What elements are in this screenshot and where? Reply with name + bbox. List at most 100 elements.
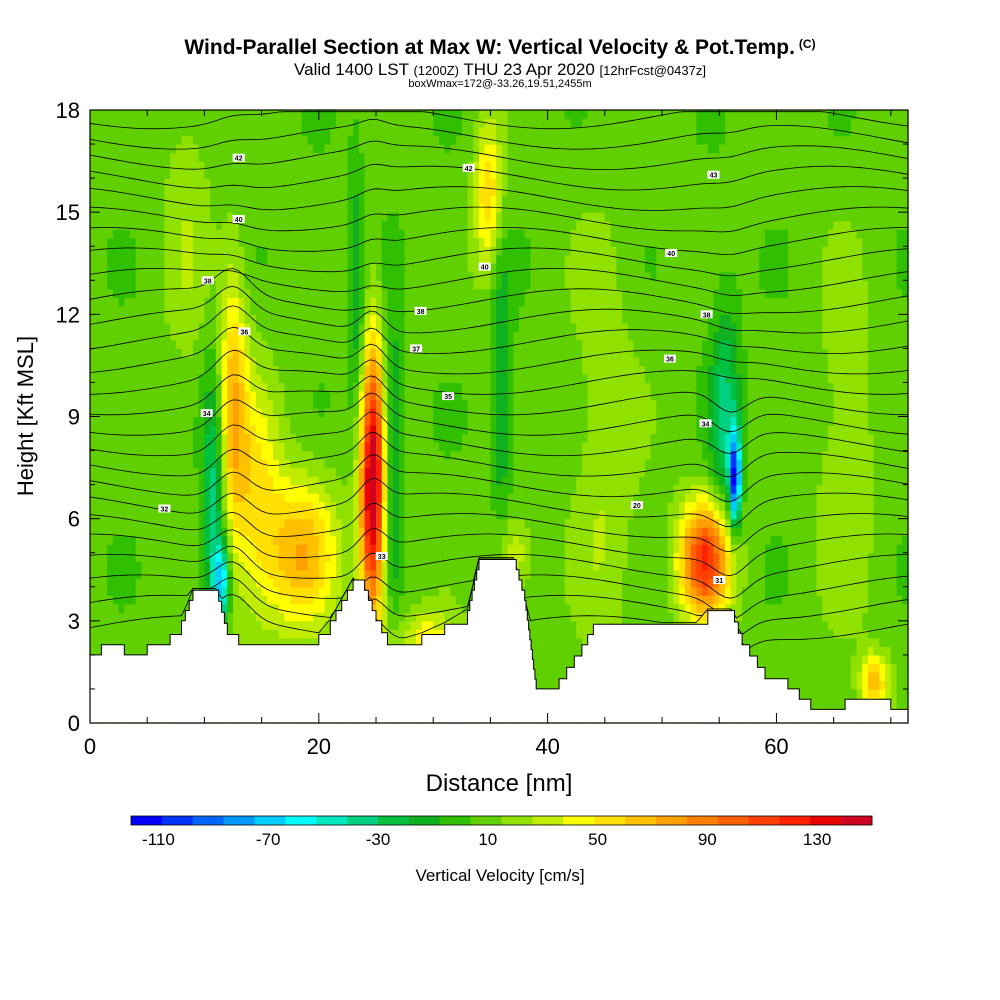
w-cell xyxy=(267,356,274,367)
w-cell xyxy=(273,390,280,401)
w-cell xyxy=(290,586,297,596)
w-cell xyxy=(353,212,360,222)
w-cell xyxy=(307,629,314,639)
w-cell xyxy=(95,586,103,596)
w-cell xyxy=(187,552,194,562)
w-cell xyxy=(438,535,446,545)
w-cell xyxy=(170,527,177,537)
w-cell xyxy=(416,144,423,154)
w-cell xyxy=(295,297,303,307)
w-cell xyxy=(393,263,400,273)
w-cell xyxy=(255,629,263,639)
w-cell xyxy=(433,186,440,196)
w-cell xyxy=(221,220,228,230)
w-cell xyxy=(192,152,200,162)
w-cell xyxy=(284,382,291,392)
w-cell xyxy=(284,390,291,401)
w-cell xyxy=(221,578,228,588)
w-cell xyxy=(450,552,457,562)
w-cell xyxy=(141,144,148,154)
w-cell xyxy=(135,603,143,613)
w-cell xyxy=(433,254,440,264)
w-cell xyxy=(307,144,314,154)
w-cell xyxy=(370,535,377,545)
w-cell xyxy=(112,161,120,171)
w-cell xyxy=(261,467,268,477)
w-cell xyxy=(261,442,268,452)
w-cell xyxy=(398,586,406,596)
w-cell xyxy=(444,246,451,256)
w-cell xyxy=(358,433,366,443)
w-cell xyxy=(341,569,349,579)
w-cell xyxy=(215,476,223,486)
w-cell xyxy=(324,484,331,494)
w-cell xyxy=(152,271,160,281)
w-cell xyxy=(238,595,246,605)
w-cell xyxy=(170,314,177,324)
w-cell xyxy=(95,118,103,128)
w-cell xyxy=(438,416,446,426)
w-cell xyxy=(330,450,337,460)
w-cell xyxy=(130,484,137,494)
w-cell xyxy=(398,127,406,137)
w-cell xyxy=(370,195,377,205)
w-cell xyxy=(112,118,120,128)
w-cell xyxy=(335,586,343,596)
w-cell xyxy=(238,365,246,375)
w-cell xyxy=(358,263,366,273)
w-cell xyxy=(175,365,183,375)
w-cell xyxy=(353,246,360,256)
w-cell xyxy=(376,501,383,511)
w-cell xyxy=(90,237,97,247)
w-cell xyxy=(318,322,326,332)
w-cell xyxy=(358,459,366,469)
w-cell xyxy=(101,527,108,537)
w-cell xyxy=(284,314,291,324)
w-cell xyxy=(112,178,120,188)
w-cell xyxy=(433,569,440,579)
w-cell xyxy=(364,220,371,230)
w-cell xyxy=(461,603,469,613)
w-cell xyxy=(255,229,263,239)
w-cell xyxy=(324,271,331,281)
w-cell xyxy=(398,442,406,452)
w-cell xyxy=(404,629,411,639)
w-cell xyxy=(381,135,389,145)
w-cell xyxy=(107,373,114,384)
w-cell xyxy=(158,152,165,162)
w-cell xyxy=(95,561,103,571)
w-cell xyxy=(181,263,188,273)
w-cell xyxy=(467,416,474,426)
w-cell xyxy=(341,578,349,588)
w-cell xyxy=(444,118,451,128)
w-cell xyxy=(192,518,200,528)
w-cell xyxy=(107,476,114,486)
w-cell xyxy=(284,561,291,571)
w-cell xyxy=(204,527,211,537)
w-cell xyxy=(347,161,354,171)
w-cell xyxy=(261,280,268,290)
w-cell xyxy=(467,331,474,341)
w-cell xyxy=(416,135,423,145)
w-cell xyxy=(467,442,474,452)
w-cell xyxy=(324,161,331,171)
w-cell xyxy=(261,552,268,562)
w-cell xyxy=(393,459,400,469)
w-cell xyxy=(250,169,257,179)
w-cell xyxy=(341,152,349,162)
w-cell xyxy=(273,382,280,392)
w-cell xyxy=(147,297,154,307)
w-cell xyxy=(324,322,331,332)
w-cell xyxy=(404,586,411,596)
w-cell xyxy=(438,237,446,247)
w-cell xyxy=(215,229,223,239)
w-cell xyxy=(301,110,308,120)
w-cell xyxy=(427,314,434,324)
w-cell xyxy=(118,144,125,154)
w-cell xyxy=(467,595,474,605)
w-cell xyxy=(473,314,480,324)
w-cell xyxy=(370,254,377,264)
w-cell xyxy=(95,476,103,486)
w-cell xyxy=(135,322,143,332)
